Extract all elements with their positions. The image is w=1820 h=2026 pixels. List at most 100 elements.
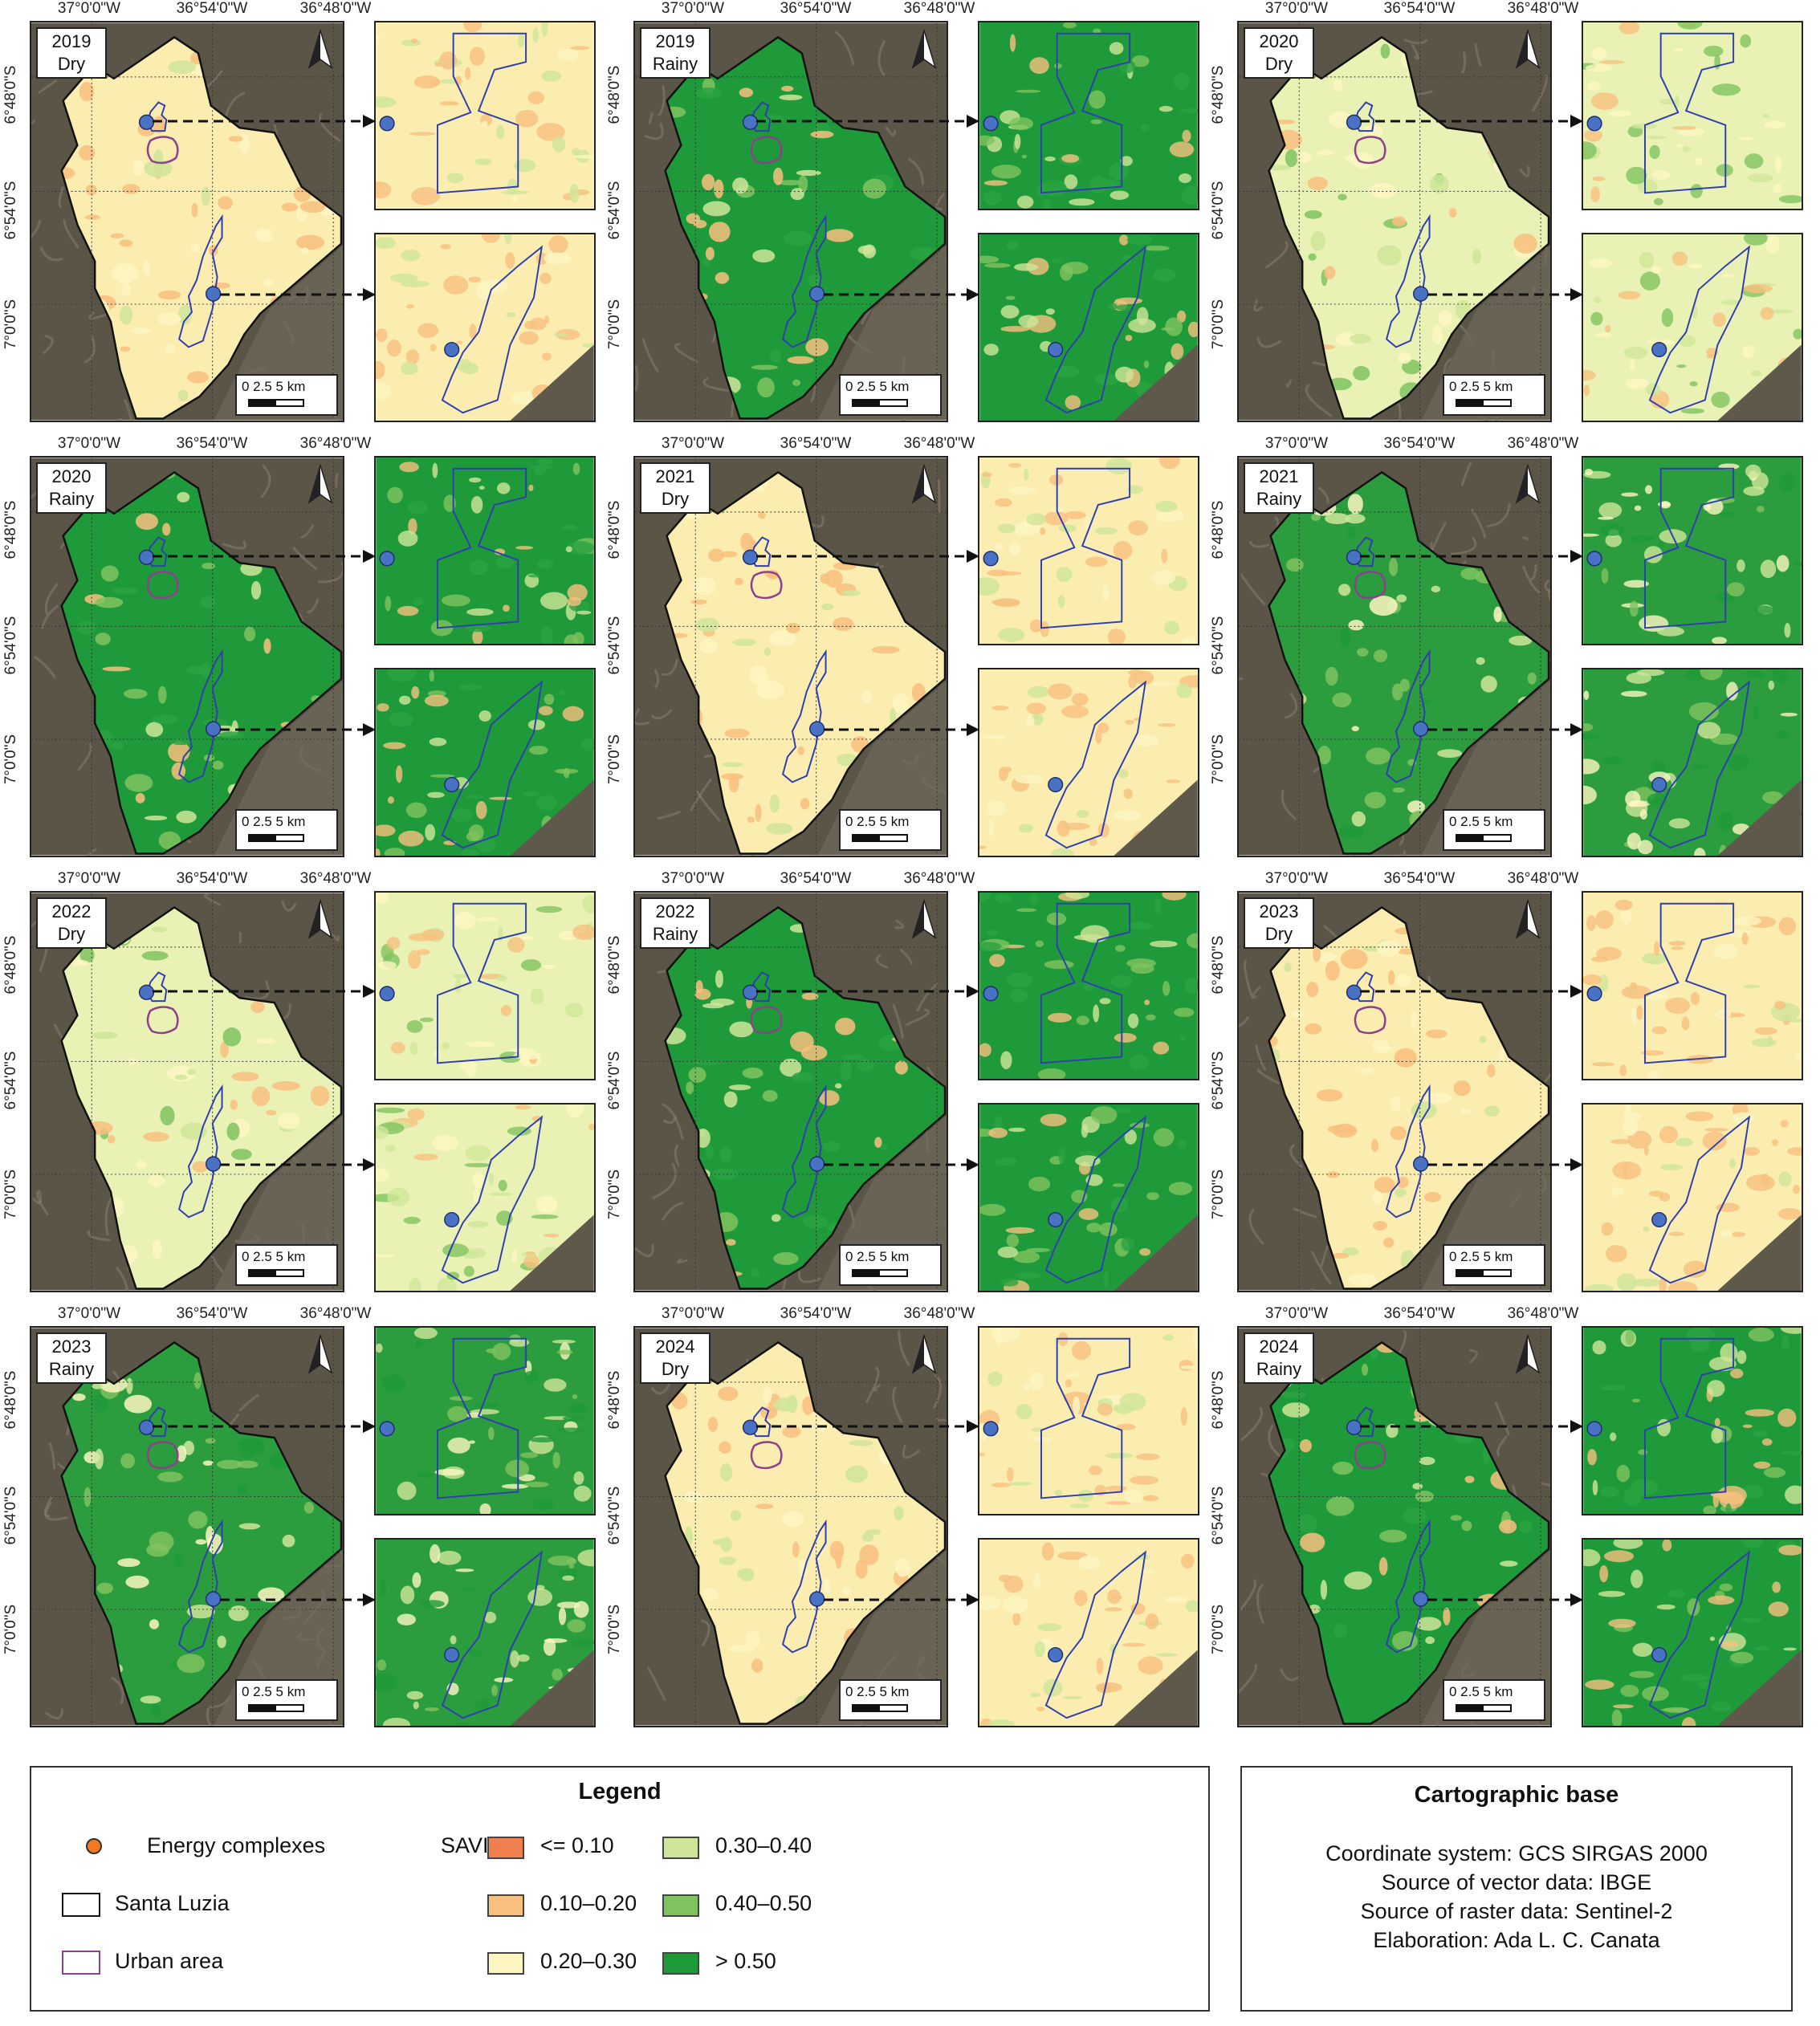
savi-patch bbox=[1150, 681, 1178, 686]
arrow-to-inset-north bbox=[153, 550, 376, 563]
energy-complex-marker bbox=[1586, 551, 1602, 567]
savi-patch bbox=[1681, 1717, 1696, 1726]
savi-patch bbox=[1625, 790, 1641, 808]
savi-class-swatch bbox=[487, 1894, 524, 1917]
savi-patch bbox=[239, 1440, 256, 1459]
savi-patch bbox=[862, 178, 886, 199]
terrain-ridge bbox=[1239, 664, 1244, 681]
savi-patch bbox=[1161, 548, 1168, 563]
scale-bar-graphic bbox=[248, 1269, 304, 1277]
latitude-label: 6°48'0"S bbox=[1210, 500, 1227, 559]
savi-patch bbox=[458, 684, 482, 691]
energy-complex-outline bbox=[1044, 1115, 1147, 1284]
savi-patch bbox=[527, 91, 545, 104]
savi-patch bbox=[1651, 1026, 1667, 1035]
savi-patch bbox=[1380, 43, 1390, 59]
savi-patch bbox=[1047, 1012, 1073, 1023]
savi-patch bbox=[413, 597, 424, 606]
savi-class-label: 0.40–0.50 bbox=[715, 1891, 812, 1915]
longitude-label: 37°0'0"W bbox=[1264, 0, 1329, 17]
savi-patch bbox=[1186, 933, 1198, 949]
energy-complex-outline bbox=[1044, 680, 1147, 849]
latitude-label: 6°48'0"S bbox=[2, 500, 19, 559]
terrain-ridge bbox=[1281, 789, 1297, 821]
savi-patch bbox=[706, 1145, 714, 1159]
energy-complex-outline-south bbox=[781, 1519, 827, 1654]
savi-patch bbox=[1391, 1631, 1419, 1651]
savi-patch bbox=[539, 706, 553, 716]
savi-patch bbox=[1754, 1027, 1777, 1035]
savi-patch bbox=[979, 255, 1000, 263]
savi-patch bbox=[729, 1644, 755, 1652]
savi-patch bbox=[1374, 1176, 1395, 1194]
savi-patch bbox=[769, 349, 782, 363]
terrain-ridge bbox=[1519, 165, 1530, 177]
terrain-ridge bbox=[1305, 383, 1333, 417]
savi-patch bbox=[539, 272, 552, 284]
savi-patch bbox=[380, 1577, 387, 1596]
savi-patch bbox=[1368, 183, 1395, 197]
savi-patch bbox=[1429, 174, 1449, 194]
period-label: 2024 Rainy bbox=[1244, 1332, 1314, 1384]
terrain-ridge bbox=[916, 982, 939, 1012]
savi-patch bbox=[1009, 989, 1028, 1003]
savi-patch bbox=[1370, 1348, 1378, 1361]
terrain-ridge bbox=[661, 1202, 684, 1222]
savi-patch bbox=[1656, 626, 1684, 637]
savi-patch bbox=[1044, 156, 1056, 162]
savi-patch bbox=[1121, 1236, 1135, 1251]
energy-complex-marker bbox=[379, 116, 395, 132]
savi-patch bbox=[1688, 263, 1704, 269]
energy-complex-outline bbox=[441, 680, 544, 849]
legend-urban: Urban area bbox=[115, 1949, 224, 1973]
energy-complex-marker bbox=[444, 1646, 460, 1663]
urban-area-outline bbox=[1354, 1006, 1386, 1035]
inset-map-svg bbox=[1583, 22, 1802, 209]
savi-patch bbox=[504, 234, 512, 244]
savi-patch bbox=[1583, 722, 1594, 731]
savi-patch bbox=[1396, 1176, 1409, 1189]
energy-complex-marker bbox=[138, 114, 155, 130]
year-label: 2021 bbox=[655, 466, 695, 486]
savi-patch bbox=[439, 51, 458, 70]
savi-patch bbox=[1040, 1113, 1067, 1127]
savi-patch bbox=[506, 311, 516, 318]
savi-patch bbox=[405, 349, 420, 364]
savi-patch bbox=[1029, 1692, 1040, 1698]
savi-patch bbox=[462, 1588, 477, 1592]
inset-map-north bbox=[374, 891, 596, 1080]
season-label: Rainy bbox=[1256, 489, 1302, 509]
terrain-ridge bbox=[35, 1190, 49, 1216]
savi-patch bbox=[1753, 1430, 1768, 1438]
terrain-ridge bbox=[44, 1708, 64, 1719]
savi-patch bbox=[430, 774, 455, 778]
savi-patch bbox=[798, 175, 808, 193]
savi-patch bbox=[1743, 984, 1761, 989]
savi-patch bbox=[1610, 1139, 1631, 1145]
latitude-label: 6°48'0"S bbox=[2, 1370, 19, 1430]
longitude-label: 37°0'0"W bbox=[57, 870, 121, 887]
savi-class-label: > 0.50 bbox=[715, 1949, 776, 1973]
savi-patch bbox=[848, 1439, 874, 1446]
savi-patch bbox=[1143, 360, 1150, 368]
savi-patch bbox=[1012, 1612, 1021, 1626]
savi-patch bbox=[773, 167, 784, 185]
savi-patch bbox=[141, 950, 169, 961]
savi-patch bbox=[1676, 364, 1687, 368]
terrain-ridge bbox=[674, 1144, 680, 1167]
longitude-label: 36°48'0"W bbox=[903, 435, 975, 452]
savi-patch bbox=[824, 229, 854, 242]
savi-patch bbox=[1114, 1106, 1131, 1114]
savi-patch bbox=[463, 22, 482, 33]
inset-map-svg bbox=[979, 893, 1198, 1079]
scale-text: 0 2.5 5 km bbox=[242, 814, 306, 829]
savi-patch bbox=[511, 195, 519, 203]
savi-patch bbox=[1162, 1334, 1175, 1341]
savi-patch bbox=[1730, 1651, 1754, 1664]
energy-complex-marker bbox=[742, 549, 759, 565]
savi-patch bbox=[1065, 1373, 1081, 1378]
savi-patch bbox=[700, 638, 718, 654]
main-map-svg bbox=[1239, 893, 1550, 1291]
north-arrow-icon bbox=[1515, 1334, 1541, 1374]
terrain-ridge bbox=[1248, 1208, 1264, 1246]
